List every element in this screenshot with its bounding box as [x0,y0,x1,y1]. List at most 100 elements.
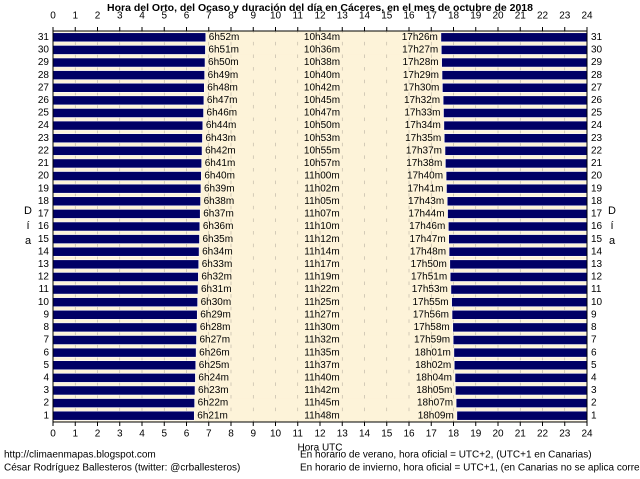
daylight-span [202,121,444,131]
x-tick-label: 24 [581,11,593,22]
y-tick-label: 18 [591,196,603,207]
night-bar [52,45,206,55]
x-tick-label: 1 [72,429,78,440]
y-tick-label: 10 [591,297,603,308]
x-tick-label: 10 [270,429,282,440]
y-tick-label: 19 [38,183,50,194]
x-tick-label: 4 [139,11,145,22]
night-bar [52,259,200,270]
x-tick-label: 18 [448,11,460,22]
daylight-span [202,146,445,156]
y-tick-label: 8 [591,322,597,333]
x-tick-label: 24 [581,429,593,440]
footer-text: En horario de invierno, hora oficial = U… [300,463,640,474]
y-tick-label: 29 [591,57,603,68]
sunrise-label: 6h46m [207,108,238,119]
daylight-span [196,322,453,332]
daylight-span [197,310,453,320]
sunset-label: 17h55m [413,297,449,308]
night-bar [440,45,588,55]
night-bar [52,57,206,68]
x-tick-label: 5 [161,11,167,22]
y-tick-label: 25 [38,108,50,119]
x-tick-label: 21 [515,11,527,22]
daylight-span [203,108,444,118]
night-bar [444,145,588,156]
y-tick-label: 16 [591,221,603,232]
night-bar [448,221,588,232]
sunset-label: 17h32m [404,95,440,106]
daylight-span [197,297,452,307]
y-tick-label: 24 [38,120,50,131]
y-tick-label: 6 [591,347,597,358]
sunset-label: 17h50m [411,259,447,270]
y-axis-label: Día [24,205,32,247]
night-bar [443,133,588,144]
night-bar [452,322,588,333]
daylight-span [198,259,450,269]
daylength-label: 11h25m [304,297,339,308]
x-tick-label: 6 [184,429,190,440]
daylength-label: 11h00m [304,171,339,182]
night-bar [52,209,201,219]
sunrise-label: 6h50m [208,57,239,68]
daylength-label: 11h27m [304,309,339,320]
daylength-label: 10h57m [304,158,340,169]
sunrise-label: 6h29m [200,309,231,320]
night-bar [447,209,588,219]
sunrise-label: 6h42m [205,145,236,156]
sunset-label: 18h01m [415,347,451,358]
sunset-label: 17h53m [412,284,448,295]
x-tick-label: 6 [184,11,190,22]
y-tick-label: 8 [43,322,49,333]
sunrise-label: 6h52m [209,32,240,43]
sunset-label: 18h02m [415,360,451,371]
sunset-label: 17h30m [403,82,439,93]
sunrise-label: 6h25m [199,360,230,371]
x-tick-label: 3 [117,11,123,22]
y-tick-label: 9 [43,309,49,320]
y-tick-label: 11 [591,284,602,295]
night-bar [455,385,588,396]
daylight-span [196,348,454,358]
daylight-span [203,95,444,105]
sunset-label: 17h59m [414,335,450,346]
sunset-label: 17h37m [406,145,442,156]
x-tick-label: 11 [293,11,304,22]
night-bar [445,158,588,169]
sunrise-label: 6h33m [202,259,233,270]
sunset-label: 17h33m [404,108,440,119]
sunset-label: 17h58m [414,322,450,333]
daylight-span [195,360,455,370]
y-tick-label: 27 [591,82,603,93]
daylight-span [205,45,442,55]
y-tick-label: 28 [591,70,603,81]
x-tick-label: 20 [492,11,504,22]
y-tick-label: 12 [591,272,603,283]
y-tick-label: 23 [38,133,50,144]
sunset-label: 17h28m [402,57,438,68]
sunset-label: 17h44m [408,209,444,220]
daylight-span [205,57,442,68]
y-tick-label: 14 [591,246,603,257]
daylength-label: 10h40m [304,70,340,81]
night-bar [52,297,198,308]
x-tick-label: 2 [95,11,101,22]
plot-frame [52,30,588,423]
y-tick-label: 17 [38,209,50,220]
y-tick-label: 30 [38,45,50,56]
x-tick-label: 8 [228,429,234,440]
daylight-span [200,209,448,219]
y-tick-label: 17 [591,209,603,220]
sunset-label: 17h27m [402,45,438,56]
daylength-label: 11h05m [304,196,339,207]
night-bar [52,360,197,371]
sunrise-label: 6h40m [204,171,235,182]
y-tick-label: 6 [43,347,49,358]
y-tick-label: 1 [43,410,49,421]
y-tick-label: 31 [38,32,50,43]
x-axis-label: Hora UTC [297,443,342,454]
sunrise-label: 6h23m [198,385,229,396]
daylength-label: 11h32m [304,335,339,346]
